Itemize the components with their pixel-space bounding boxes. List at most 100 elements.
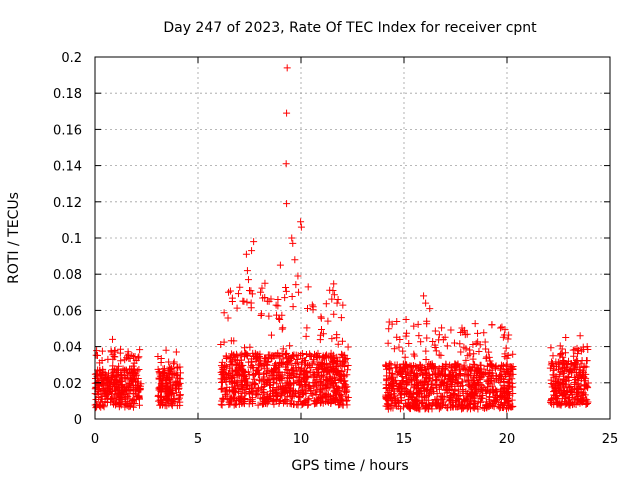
data-point	[237, 396, 245, 404]
data-point	[286, 342, 294, 350]
data-point	[472, 373, 480, 381]
data-point	[410, 373, 418, 381]
data-point	[501, 350, 509, 358]
data-point	[282, 287, 290, 295]
data-point	[266, 381, 274, 389]
data-point	[284, 366, 292, 374]
data-point	[259, 399, 267, 407]
data-point	[550, 388, 558, 396]
data-point	[338, 337, 346, 345]
data-point	[556, 401, 564, 409]
data-point	[283, 354, 291, 362]
data-point	[322, 376, 330, 384]
data-point	[402, 332, 410, 340]
data-point	[124, 392, 132, 400]
data-point	[467, 386, 475, 394]
data-point	[582, 363, 590, 371]
data-point	[422, 347, 430, 355]
data-point	[398, 383, 406, 391]
data-point	[448, 398, 456, 406]
data-point	[250, 238, 258, 246]
data-point	[245, 385, 253, 393]
data-point	[334, 369, 342, 377]
data-point	[326, 353, 334, 361]
data-point	[344, 343, 352, 351]
data-point	[290, 351, 298, 359]
data-point	[583, 383, 591, 391]
data-point	[443, 342, 451, 350]
data-point	[134, 382, 142, 390]
data-point	[227, 358, 235, 366]
data-point	[268, 390, 276, 398]
data-point	[432, 400, 440, 408]
data-point	[167, 366, 175, 374]
data-point	[435, 370, 443, 378]
data-point	[403, 381, 411, 389]
data-point	[397, 370, 405, 378]
data-point	[124, 352, 132, 360]
data-point	[96, 359, 104, 367]
data-point	[402, 386, 410, 394]
data-point	[295, 288, 303, 296]
x-tick-label: 25	[602, 432, 619, 447]
data-point	[451, 373, 459, 381]
data-point	[472, 366, 480, 374]
data-point	[296, 381, 304, 389]
data-point	[421, 366, 429, 374]
data-point	[283, 64, 291, 72]
data-point	[135, 385, 143, 393]
data-point	[261, 357, 269, 365]
data-point	[485, 402, 493, 410]
data-point	[272, 301, 280, 309]
data-point	[388, 373, 396, 381]
data-point	[244, 380, 252, 388]
data-point	[295, 392, 303, 400]
data-point	[559, 359, 567, 367]
data-point	[414, 372, 422, 380]
data-point	[102, 383, 110, 391]
data-point	[262, 370, 270, 378]
data-point	[222, 387, 230, 395]
data-point	[294, 378, 302, 386]
data-point	[563, 387, 571, 395]
data-point	[307, 390, 315, 398]
data-point	[405, 339, 413, 347]
data-point	[164, 397, 172, 405]
data-point	[494, 402, 502, 410]
data-point	[220, 309, 228, 317]
data-point	[110, 400, 118, 408]
data-point	[99, 387, 107, 395]
data-point	[94, 386, 102, 394]
data-point	[236, 351, 244, 359]
data-point	[267, 371, 275, 379]
data-point	[498, 362, 506, 370]
data-point	[248, 362, 256, 370]
data-point	[160, 368, 168, 376]
data-point	[232, 388, 240, 396]
data-point	[423, 334, 431, 342]
data-point	[299, 400, 307, 408]
data-point	[225, 398, 233, 406]
data-point	[276, 261, 284, 269]
data-point	[101, 390, 109, 398]
data-point	[241, 368, 249, 376]
data-point	[319, 360, 327, 368]
data-point	[554, 358, 562, 366]
data-point	[460, 326, 468, 334]
data-point	[135, 353, 143, 361]
data-point	[385, 318, 393, 326]
data-point	[470, 360, 478, 368]
data-point	[402, 315, 410, 323]
data-point	[438, 324, 446, 332]
data-point	[228, 294, 236, 302]
data-point	[485, 348, 493, 356]
data-point	[429, 338, 437, 346]
y-tick-label: 0.2	[61, 51, 82, 66]
data-point	[254, 385, 262, 393]
data-point	[126, 366, 134, 374]
data-point	[255, 376, 263, 384]
data-point	[342, 397, 350, 405]
data-point	[494, 395, 502, 403]
data-point	[294, 401, 302, 409]
data-point	[108, 372, 116, 380]
